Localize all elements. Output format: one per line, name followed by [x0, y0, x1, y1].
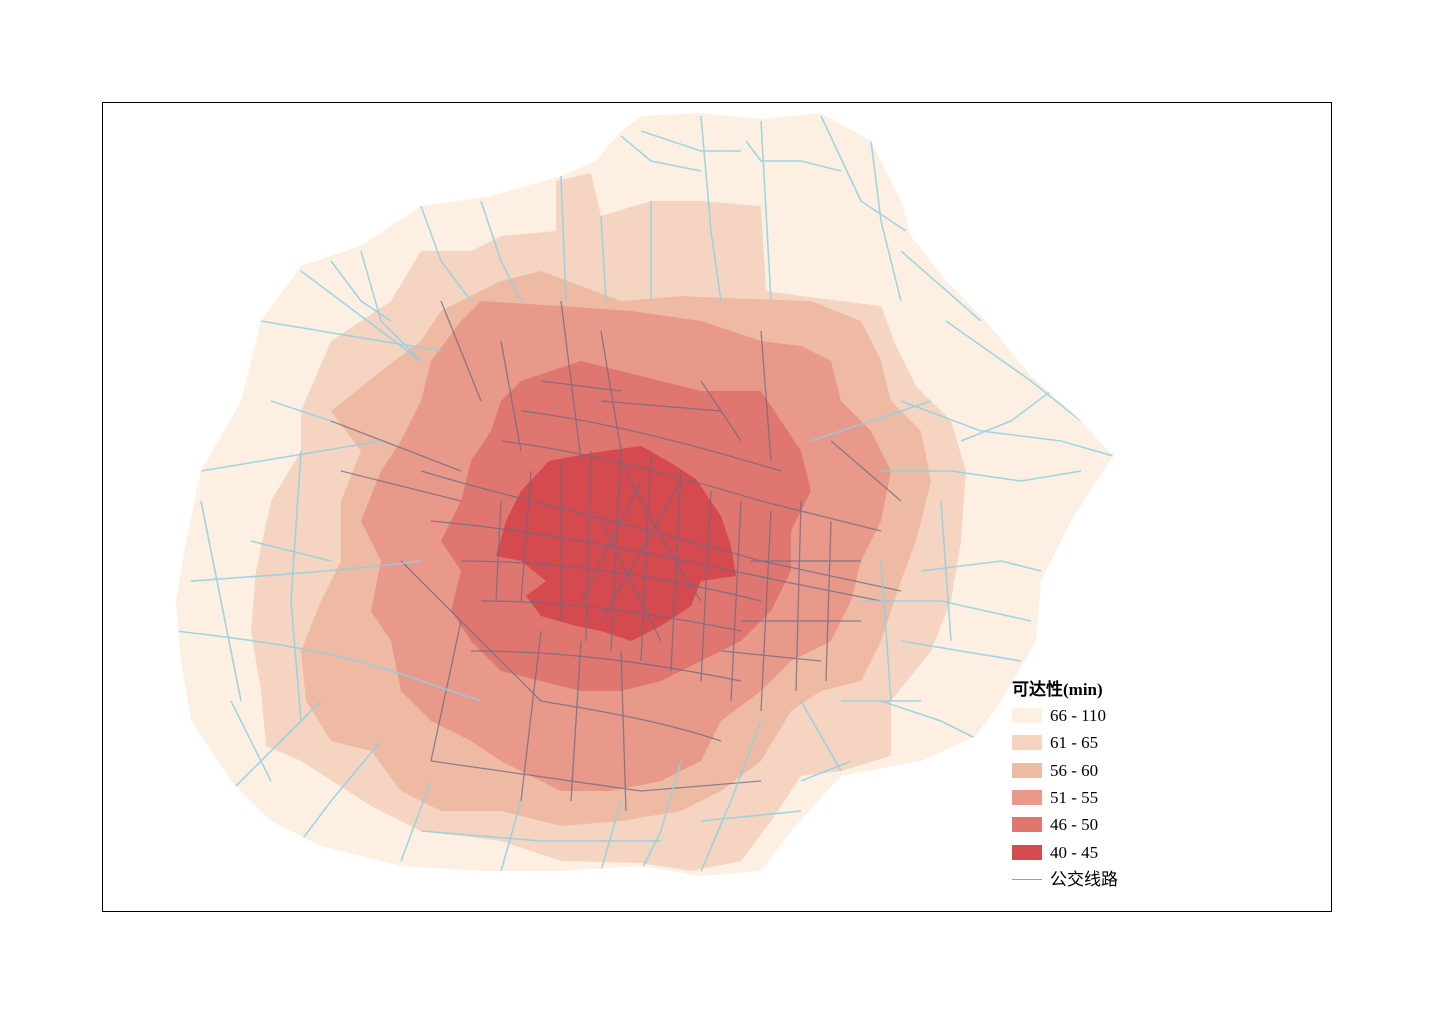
legend-label: 56 - 60 — [1050, 760, 1099, 780]
bus-lines — [176, 115, 1113, 872]
legend-swatch — [1012, 708, 1042, 724]
legend-item: 66 - 110 — [1012, 702, 1182, 729]
legend-item: 51 - 55 — [1012, 784, 1182, 811]
legend-swatch — [1012, 735, 1042, 751]
bus-line-swatch — [1012, 872, 1042, 887]
legend-items: 66 - 110 61 - 65 56 - 60 51 - 55 46 - 50 40 -… — [1012, 702, 1182, 866]
legend-swatch — [1012, 844, 1042, 860]
legend-item-bus-line: 公交线路 — [1012, 866, 1182, 893]
legend-swatch — [1012, 790, 1042, 806]
legend-item: 56 - 60 — [1012, 757, 1182, 784]
legend-item: 61 - 65 — [1012, 729, 1182, 756]
legend-label: 51 - 55 — [1050, 788, 1099, 808]
map-frame — [102, 102, 1332, 912]
accessibility-map — [176, 113, 1113, 876]
legend-swatch — [1012, 817, 1042, 833]
street-network — [330, 300, 902, 812]
legend-swatch — [1012, 762, 1042, 778]
legend-label: 61 - 65 — [1050, 733, 1099, 753]
zone-layer — [176, 113, 1113, 876]
legend-label: 46 - 50 — [1050, 815, 1099, 835]
legend-label-bus-line: 公交线路 — [1050, 869, 1118, 889]
legend-label: 66 - 110 — [1050, 706, 1107, 726]
legend-item: 46 - 50 — [1012, 811, 1182, 838]
legend: 可达性(min) 66 - 110 61 - 65 56 - 60 51 - 55 46… — [1012, 678, 1182, 893]
legend-item: 40 - 45 — [1012, 838, 1182, 865]
legend-label: 40 - 45 — [1050, 842, 1099, 862]
legend-title: 可达性(min) — [1012, 680, 1103, 699]
